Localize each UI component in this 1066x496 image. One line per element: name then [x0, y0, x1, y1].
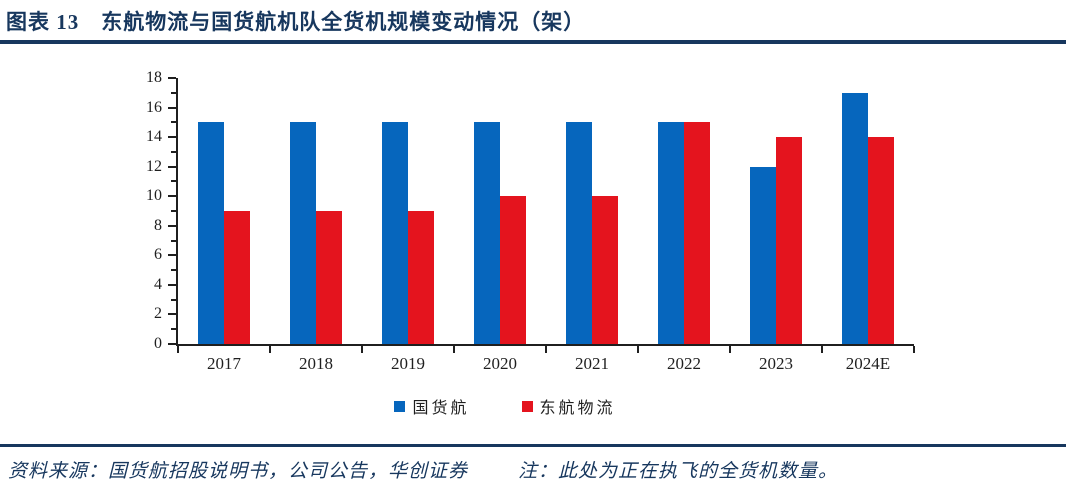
legend-swatch [521, 400, 533, 412]
x-axis-tick [177, 346, 179, 353]
figure-title: 东航物流与国货航机队全货机规模变动情况（架） [101, 10, 586, 34]
x-axis-label: 2021 [575, 354, 609, 373]
bar-东航物流-2017 [224, 211, 250, 344]
x-axis-label: 2022 [667, 354, 701, 373]
y-axis-tick [168, 136, 176, 139]
y-axis-tick [168, 313, 176, 316]
figure-header: 图表 13 东航物流与国货航机队全货机规模变动情况（架） [6, 6, 585, 36]
x-axis-tick [453, 346, 455, 353]
y-axis-tick [168, 224, 176, 227]
x-axis-label: 2018 [299, 354, 333, 373]
figure-number: 图表 13 [6, 10, 80, 34]
legend-item-国货航: 国货航 [394, 394, 469, 418]
y-axis-tick [171, 269, 176, 272]
source-text: 资料来源：国货航招股说明书，公司公告，华创证券 [8, 461, 469, 482]
y-axis-label: 0 [154, 335, 162, 352]
y-axis-label: 6 [154, 246, 162, 264]
y-axis-label: 10 [146, 187, 162, 205]
bar-东航物流-2023 [776, 137, 802, 344]
bar-国货航-2018 [290, 122, 316, 344]
note-text: 注：此处为正在执飞的全货机数量。 [518, 461, 839, 482]
y-axis-label: 2 [154, 305, 162, 323]
plot-area: 0 2 4 6 8 10 12 14 16 18 2017 2018 2019 2020 2021 2022 2… [146, 69, 915, 373]
y-axis-tick [168, 106, 176, 109]
bar-东航物流-2018 [316, 211, 342, 344]
chart-legend: 国货航 东航物流 [0, 394, 1010, 418]
x-axis-label: 2017 [207, 354, 241, 373]
y-axis-tick [168, 77, 176, 79]
footer-divider [0, 444, 1066, 447]
bar-国货航-2024E [842, 92, 868, 344]
bar-国货航-2019 [382, 122, 408, 344]
y-axis-label: 12 [146, 157, 162, 175]
y-axis-tick [171, 298, 176, 301]
bar-国货航-2017 [198, 122, 224, 344]
bar-东航物流-2024E [868, 137, 894, 344]
y-axis-label: 14 [146, 128, 162, 146]
title-divider [0, 40, 1066, 44]
bar-东航物流-2020 [500, 196, 526, 344]
y-axis-tick [168, 254, 176, 257]
bar-东航物流-2019 [408, 211, 434, 344]
bar-国货航-2023 [750, 166, 776, 344]
bar-国货航-2020 [474, 122, 500, 344]
y-axis-tick [171, 121, 176, 124]
y-axis-tick [171, 239, 176, 242]
x-axis-tick [361, 346, 363, 353]
x-axis-tick [637, 346, 639, 353]
y-axis-tick [171, 180, 176, 183]
x-axis-label: 2019 [391, 354, 425, 373]
x-axis-tick [269, 346, 271, 353]
y-axis-tick [168, 283, 176, 286]
legend-label: 国货航 [412, 400, 470, 417]
legend-swatch [394, 400, 406, 412]
legend-label: 东航物流 [539, 400, 616, 417]
figure-footer: 资料来源：国货航招股说明书，公司公告，华创证券 注：此处为正在执飞的全货机数量。 [8, 456, 838, 483]
x-axis-tick [545, 346, 547, 353]
bar-国货航-2022 [658, 122, 684, 344]
y-axis-tick [171, 328, 176, 331]
y-axis-tick [168, 343, 176, 345]
x-axis-tick [729, 346, 731, 353]
x-axis-tick [913, 346, 915, 353]
x-axis-label: 2020 [483, 354, 517, 373]
y-axis-label: 8 [154, 216, 162, 234]
bar-东航物流-2022 [684, 122, 710, 344]
y-axis-tick [168, 195, 176, 198]
x-axis-tick [821, 346, 823, 353]
x-axis-label: 2024E [845, 354, 891, 373]
y-axis-tick [171, 210, 176, 212]
y-axis-label: 4 [154, 275, 162, 293]
legend-item-东航物流: 东航物流 [521, 394, 616, 418]
y-axis-tick [171, 91, 176, 94]
bar-国货航-2021 [566, 122, 592, 344]
y-axis-tick [168, 165, 176, 168]
y-axis-label: 18 [146, 69, 162, 86]
y-axis-label: 16 [146, 98, 162, 116]
bar-chart: 0 2 4 6 8 10 12 14 16 18 2017 2018 2019 2020 2021 2022 2… [0, 60, 1066, 435]
x-axis-label: 2023 [759, 354, 793, 373]
y-axis-tick [171, 150, 176, 153]
bar-东航物流-2021 [592, 196, 618, 344]
